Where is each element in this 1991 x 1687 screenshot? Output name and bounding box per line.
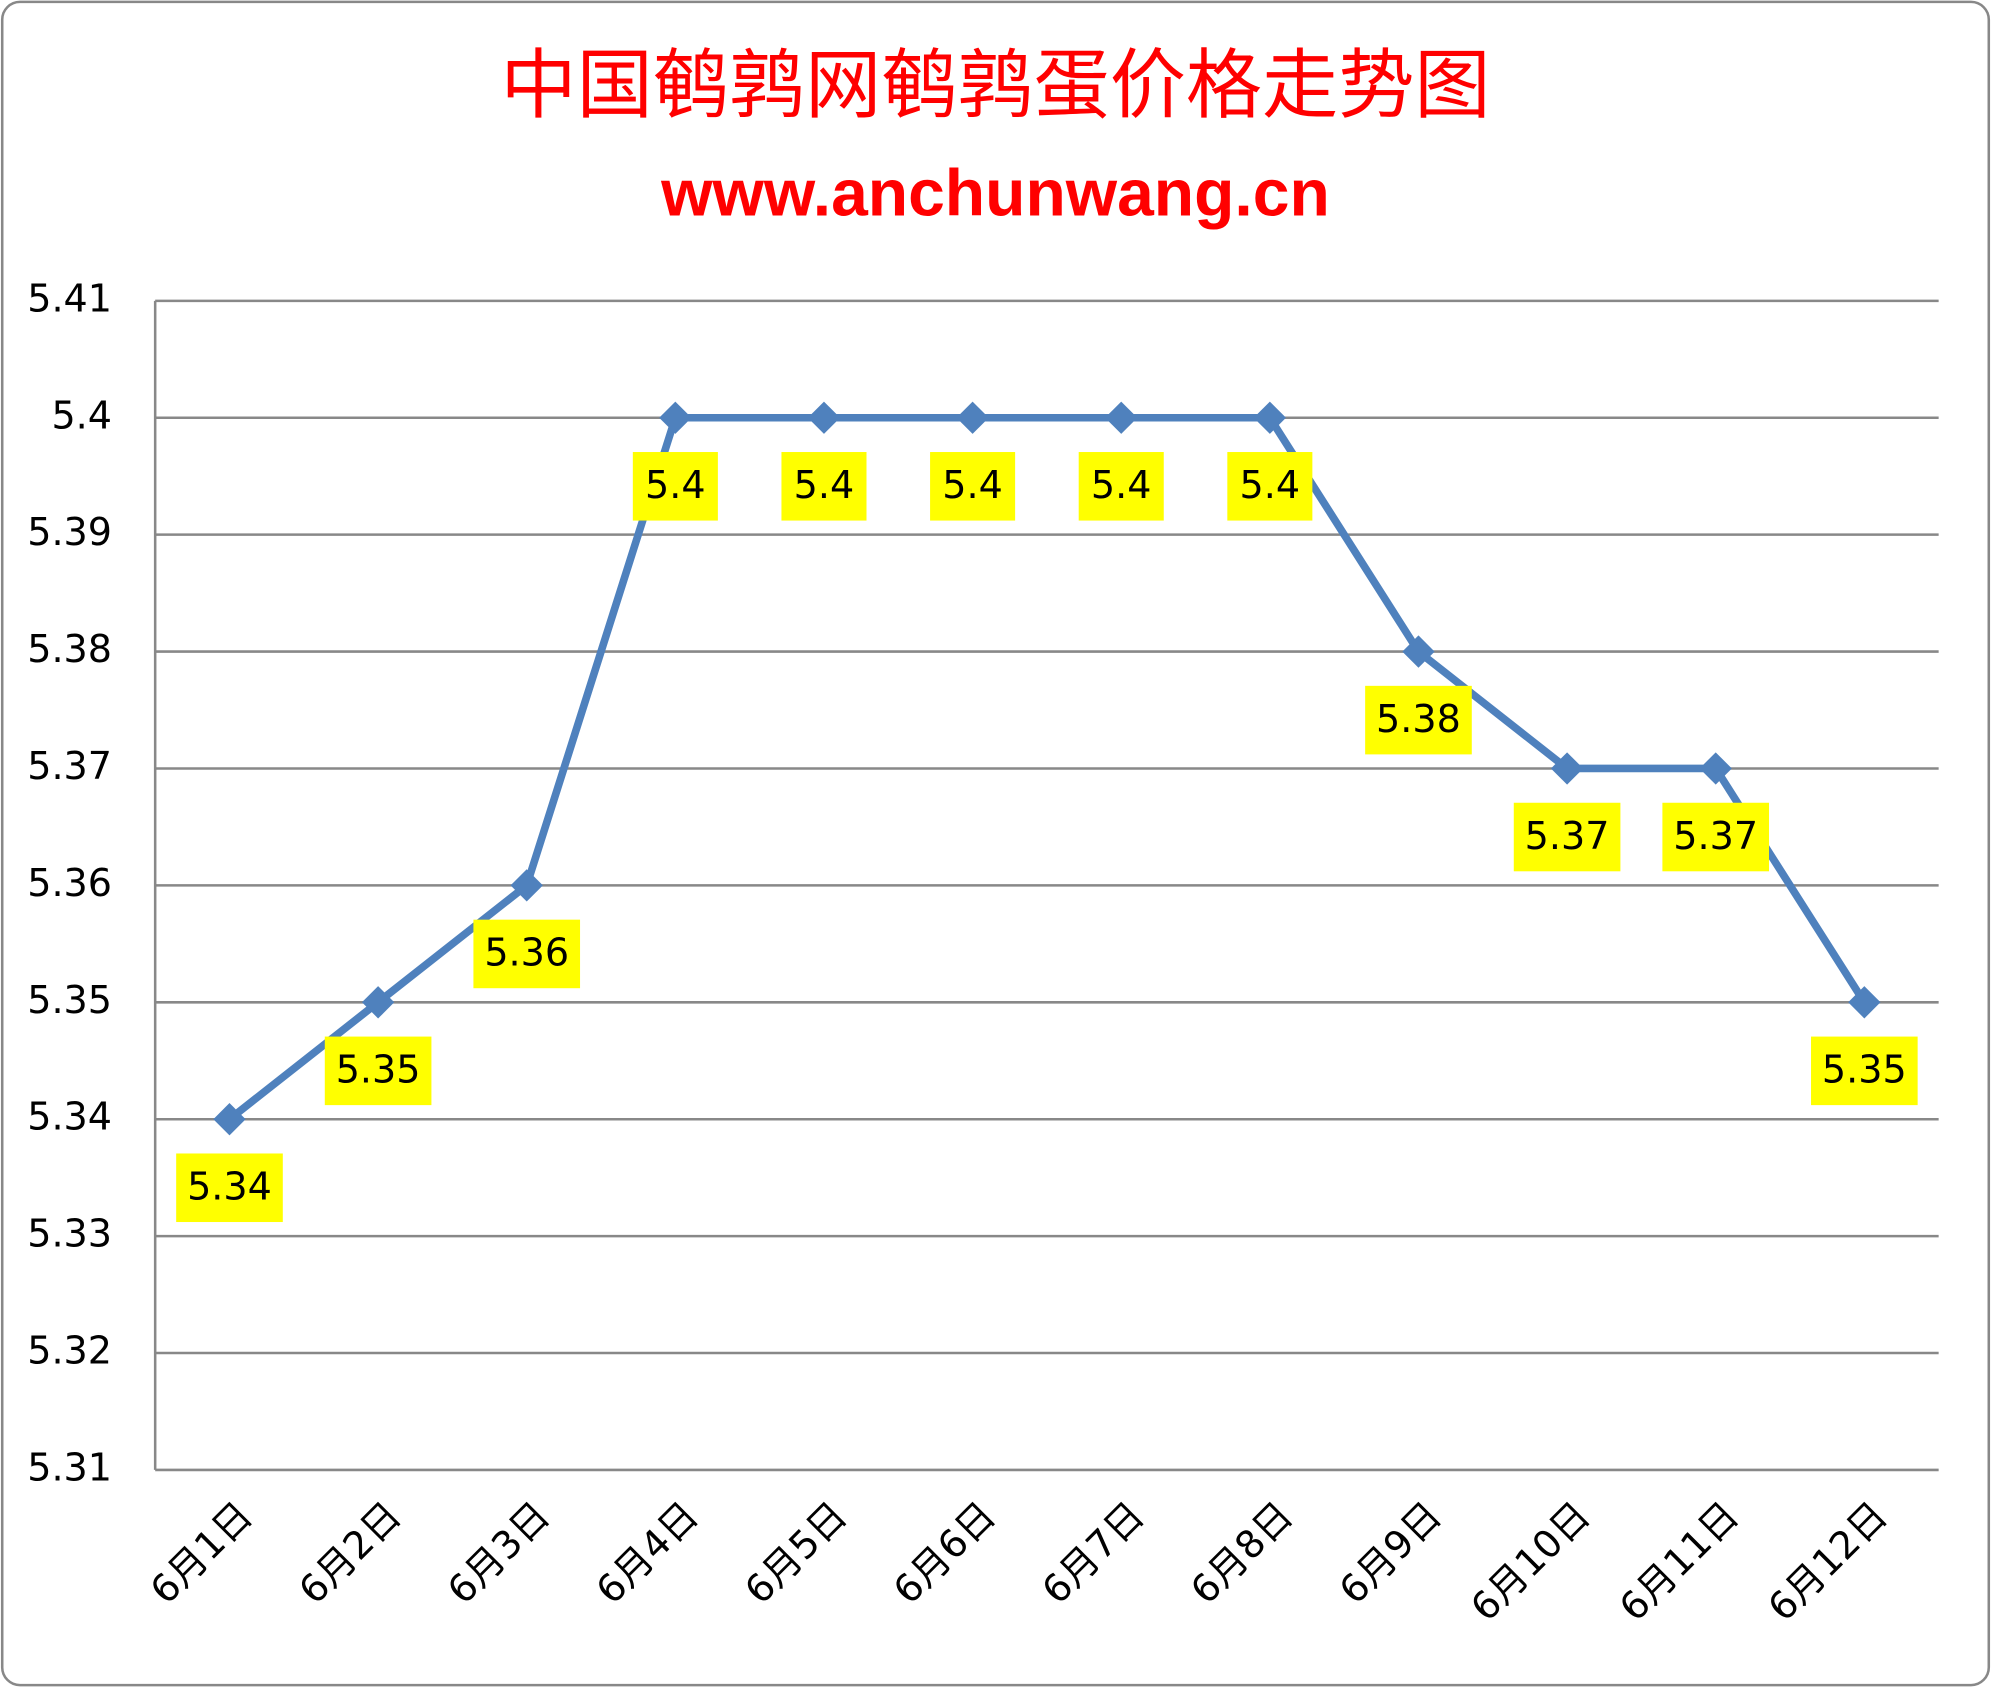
marker: [1105, 401, 1138, 434]
data-label: 5.35: [1822, 1048, 1907, 1092]
data-label: 5.4: [1240, 463, 1301, 507]
y-tick-label: 5.39: [27, 510, 112, 554]
data-label-bg: [1811, 1036, 1918, 1106]
data-label: 5.35: [336, 1048, 421, 1092]
marker: [659, 401, 692, 434]
y-tick-label: 5.35: [27, 978, 112, 1022]
data-label-bg: [1365, 685, 1472, 755]
data-label: 5.38: [1376, 697, 1461, 741]
line-series: [227, 413, 1868, 1123]
data-label: 5.37: [1525, 814, 1610, 858]
data-label: 5.4: [645, 463, 706, 507]
marker: [1402, 635, 1435, 668]
data-label: 5.4: [794, 463, 855, 507]
marker: [956, 401, 989, 434]
y-tick-label: 5.32: [27, 1329, 112, 1373]
y-tick-label: 5.31: [27, 1445, 112, 1489]
marker: [510, 869, 543, 902]
data-label: 5.37: [1673, 814, 1758, 858]
y-tick-label: 5.33: [27, 1212, 112, 1256]
y-tick-label: 5.37: [27, 744, 112, 788]
marker: [1253, 401, 1287, 434]
data-label-bg: [632, 452, 718, 521]
y-tick-label: 5.34: [27, 1095, 112, 1139]
data-label-bg: [930, 452, 1016, 521]
y-tick-label: 5.41: [27, 276, 112, 320]
data-label: 5.36: [484, 931, 569, 975]
marker: [361, 986, 395, 1019]
data-label-bg: [1662, 802, 1770, 872]
data-label-bg: [176, 1153, 283, 1223]
data-label-bg: [324, 1036, 432, 1106]
data-label: 5.4: [1091, 463, 1152, 507]
data-label: 5.4: [942, 463, 1003, 507]
y-tick-label: 5.4: [51, 393, 112, 437]
marker: [213, 1103, 246, 1136]
y-tick-label: 5.36: [27, 861, 112, 905]
chart-title: 中国鹌鹑网鹌鹑蛋价格走势图: [500, 40, 1490, 129]
chart-subtitle: www.anchunwang.cn: [660, 155, 1330, 229]
y-tick-label: 5.38: [27, 627, 112, 671]
data-label-bg: [781, 452, 867, 521]
data-label-bg: [1513, 802, 1621, 872]
data-label: 5.34: [187, 1165, 272, 1209]
data-label-bg: [473, 919, 581, 989]
marker: [807, 401, 841, 434]
data-label-bg: [1227, 452, 1313, 521]
data-label-bg: [1078, 452, 1164, 521]
